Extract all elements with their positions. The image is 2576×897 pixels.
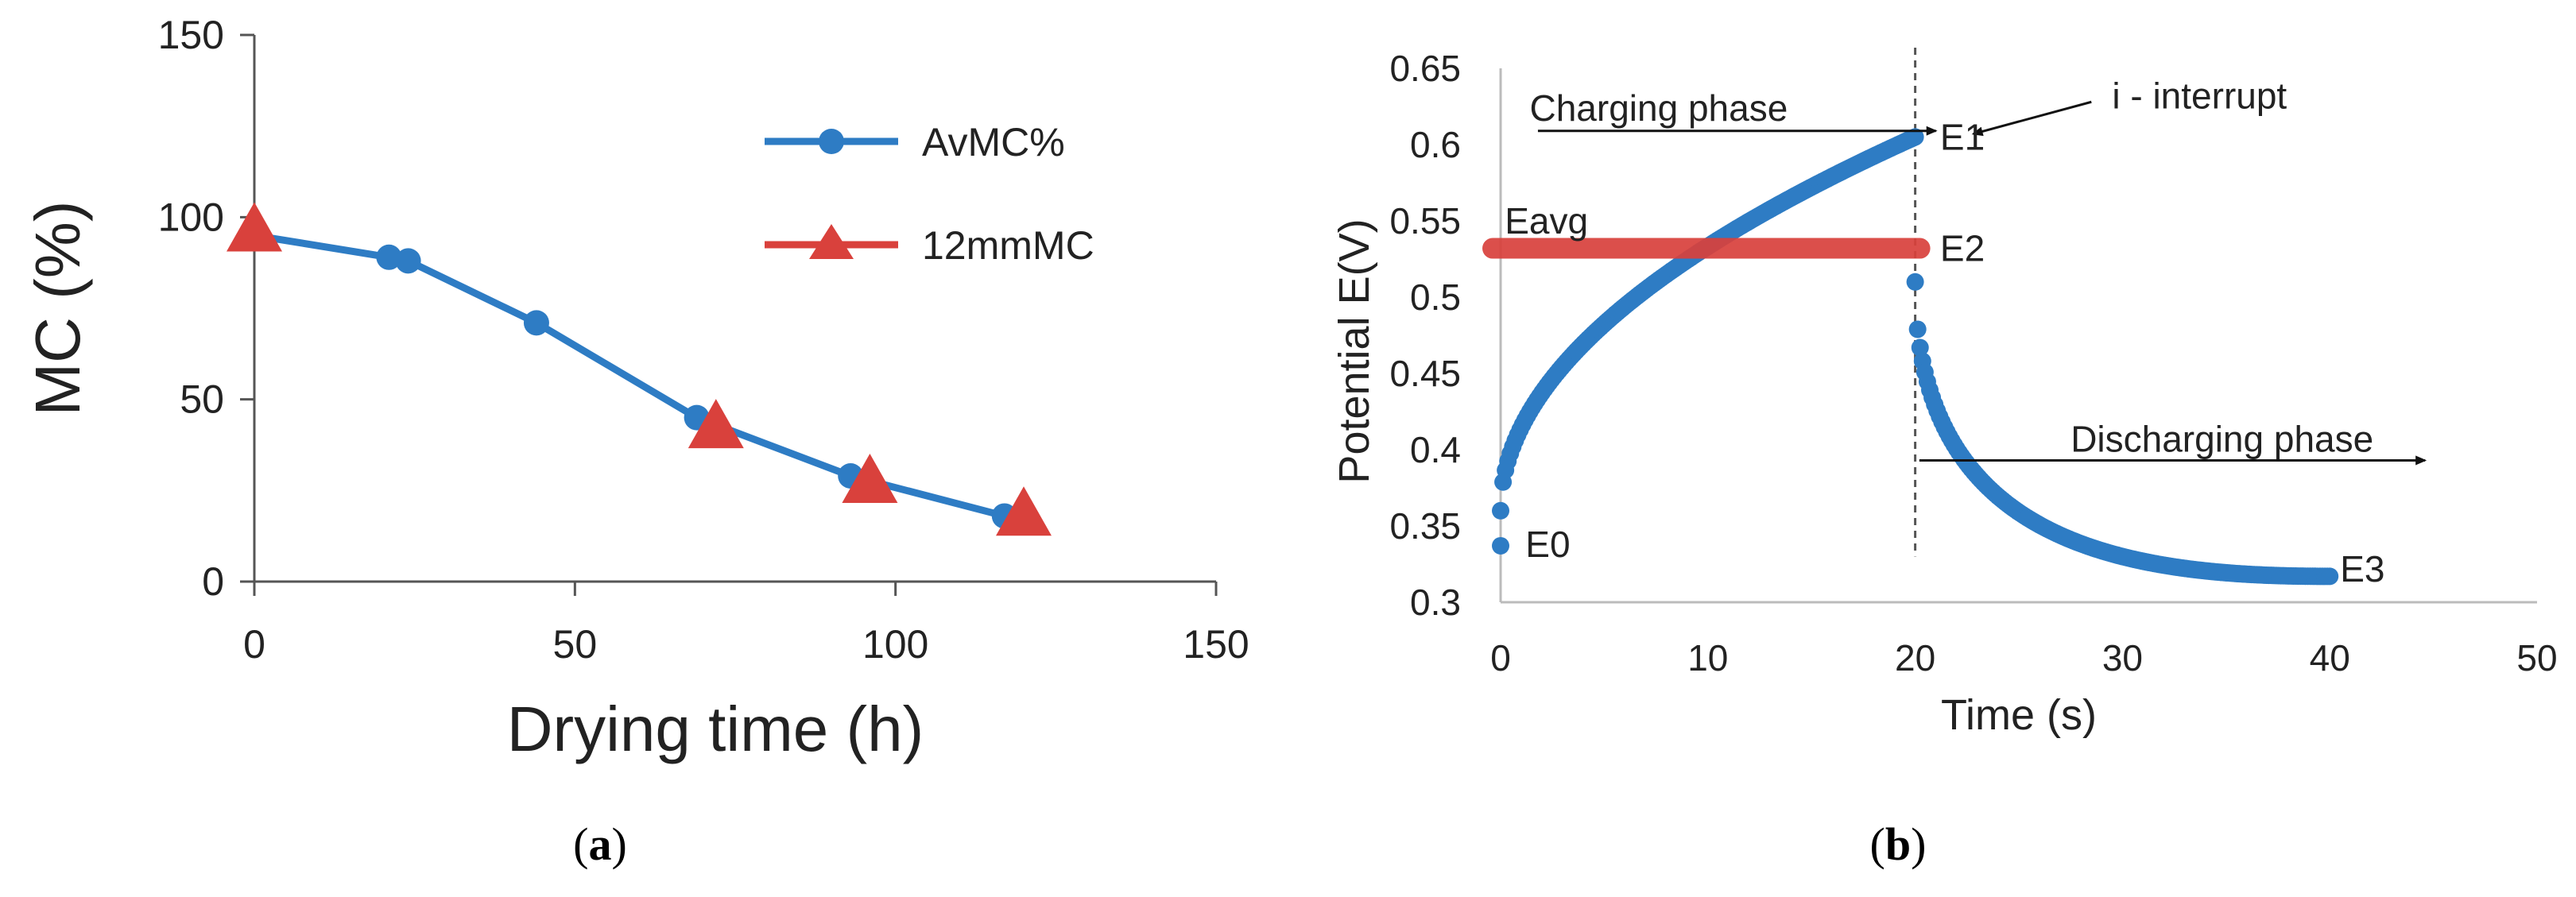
- discharging-point: [1911, 338, 1929, 357]
- chart-b-y-tick-label: 0.6: [1410, 124, 1461, 165]
- legend-marker-12mmmc: [809, 224, 854, 259]
- legend-label-12mmmc: 12mmMC: [922, 223, 1094, 268]
- chart-b-x-tick-label: 0: [1490, 637, 1511, 679]
- annotation-e1: E1: [1940, 116, 1985, 157]
- series-avmc-point: [376, 244, 402, 270]
- chart-a-x-axis-label: Drying time (h): [507, 694, 924, 764]
- chart-b-y-tick-label: 0.4: [1410, 429, 1461, 470]
- annotation-interrupt: i - interrupt: [2112, 75, 2287, 117]
- chart-b-y-tick-label: 0.55: [1389, 200, 1461, 242]
- annotation-charging-phase: Charging phase: [1530, 87, 1788, 129]
- chart-a-legend: AvMC% 12mmMC: [765, 120, 1094, 268]
- chart-b-series: [1492, 128, 2339, 586]
- charging-point: [1492, 536, 1509, 555]
- chart-b-x-tick-label: 20: [1895, 637, 1935, 679]
- chart-a-y-axis-label: MC (%): [22, 200, 93, 416]
- panel-label-b-letter: b: [1885, 818, 1911, 870]
- chart-b-y-tick-label: 0.3: [1410, 582, 1461, 623]
- panel-label-b: (b): [1870, 818, 1927, 870]
- chart-a-y-ticks: 0 50 100 150: [158, 13, 254, 604]
- chart-b-x-tick-label: 50: [2516, 637, 2557, 679]
- interrupt-arrow: [1971, 100, 2092, 137]
- chart-b-y-ticks: 0.3 0.35 0.4 0.45 0.5 0.55 0.6 0.65: [1389, 48, 1461, 623]
- series-avmc-point: [523, 310, 549, 336]
- chart-a-x-tick-label: 50: [553, 622, 598, 667]
- chart-b-y-tick-label: 0.5: [1410, 276, 1461, 318]
- chart-a: 0 50 100 150 0 50 100 150 Drying time (h) MC (…: [22, 13, 1249, 870]
- panel-label-a-letter: a: [589, 818, 612, 870]
- chart-b-x-ticks: 0 10 20 30 40 50: [1490, 637, 2557, 679]
- panel-label-b-close-paren: ): [1911, 818, 1926, 870]
- chart-a-y-tick-label: 150: [158, 13, 224, 57]
- panel-label-a-open-paren: (: [573, 818, 588, 870]
- discharging-point: [1908, 320, 1927, 338]
- chart-a-y-tick-label: 0: [202, 559, 224, 604]
- chart-b-x-tick-label: 30: [2102, 637, 2143, 679]
- chart-b-y-axis-label: Potential E(V): [1331, 218, 1378, 483]
- chart-a-x-tick-label: 100: [862, 622, 928, 667]
- series-avmc-point: [395, 248, 421, 274]
- chart-b-x-tick-label: 40: [2310, 637, 2350, 679]
- annotation-discharging-phase: Discharging phase: [2070, 419, 2373, 460]
- discharging-point: [2321, 567, 2339, 586]
- panel-label-a-close-paren: ): [612, 818, 627, 870]
- chart-b-x-axis-label: Time (s): [1941, 691, 2097, 739]
- chart-b-y-tick-label: 0.35: [1389, 505, 1461, 547]
- annotation-e2: E2: [1940, 228, 1985, 269]
- legend-marker-avmc: [819, 129, 844, 154]
- chart-b-y-tick-label: 0.45: [1389, 353, 1461, 394]
- discharging-point: [1906, 273, 1924, 291]
- chart-a-y-tick-label: 50: [180, 377, 224, 422]
- series-12mmmc-point: [227, 202, 282, 252]
- charging-point: [1906, 128, 1924, 146]
- chart-a-x-tick-label: 0: [243, 622, 265, 667]
- chart-b-x-tick-label: 10: [1687, 637, 1728, 679]
- chart-b: 0.3 0.35 0.4 0.45 0.5 0.55 0.6 0.65 0 10 20 30 40 50…: [1331, 48, 2558, 870]
- chart-a-x-tick-label: 150: [1183, 622, 1249, 667]
- legend-label-avmc: AvMC%: [922, 120, 1065, 164]
- annotation-e0: E0: [1525, 524, 1570, 565]
- series-12mmmc-point: [996, 486, 1052, 536]
- panel-label-b-open-paren: (: [1870, 818, 1885, 870]
- panel-label-a: (a): [573, 818, 627, 870]
- chart-b-y-tick-label: 0.65: [1389, 48, 1461, 89]
- series-avmc-line: [254, 231, 1005, 520]
- series-12mmmc-point: [842, 453, 898, 503]
- annotation-e3: E3: [2340, 548, 2384, 590]
- series-12mmmc-point: [688, 399, 744, 449]
- annotation-eavg: Eavg: [1505, 200, 1588, 242]
- chart-a-series: [227, 202, 1052, 536]
- chart-a-y-tick-label: 100: [158, 195, 224, 239]
- chart-a-x-ticks: 0 50 100 150: [243, 582, 1249, 667]
- charging-point: [1492, 501, 1509, 520]
